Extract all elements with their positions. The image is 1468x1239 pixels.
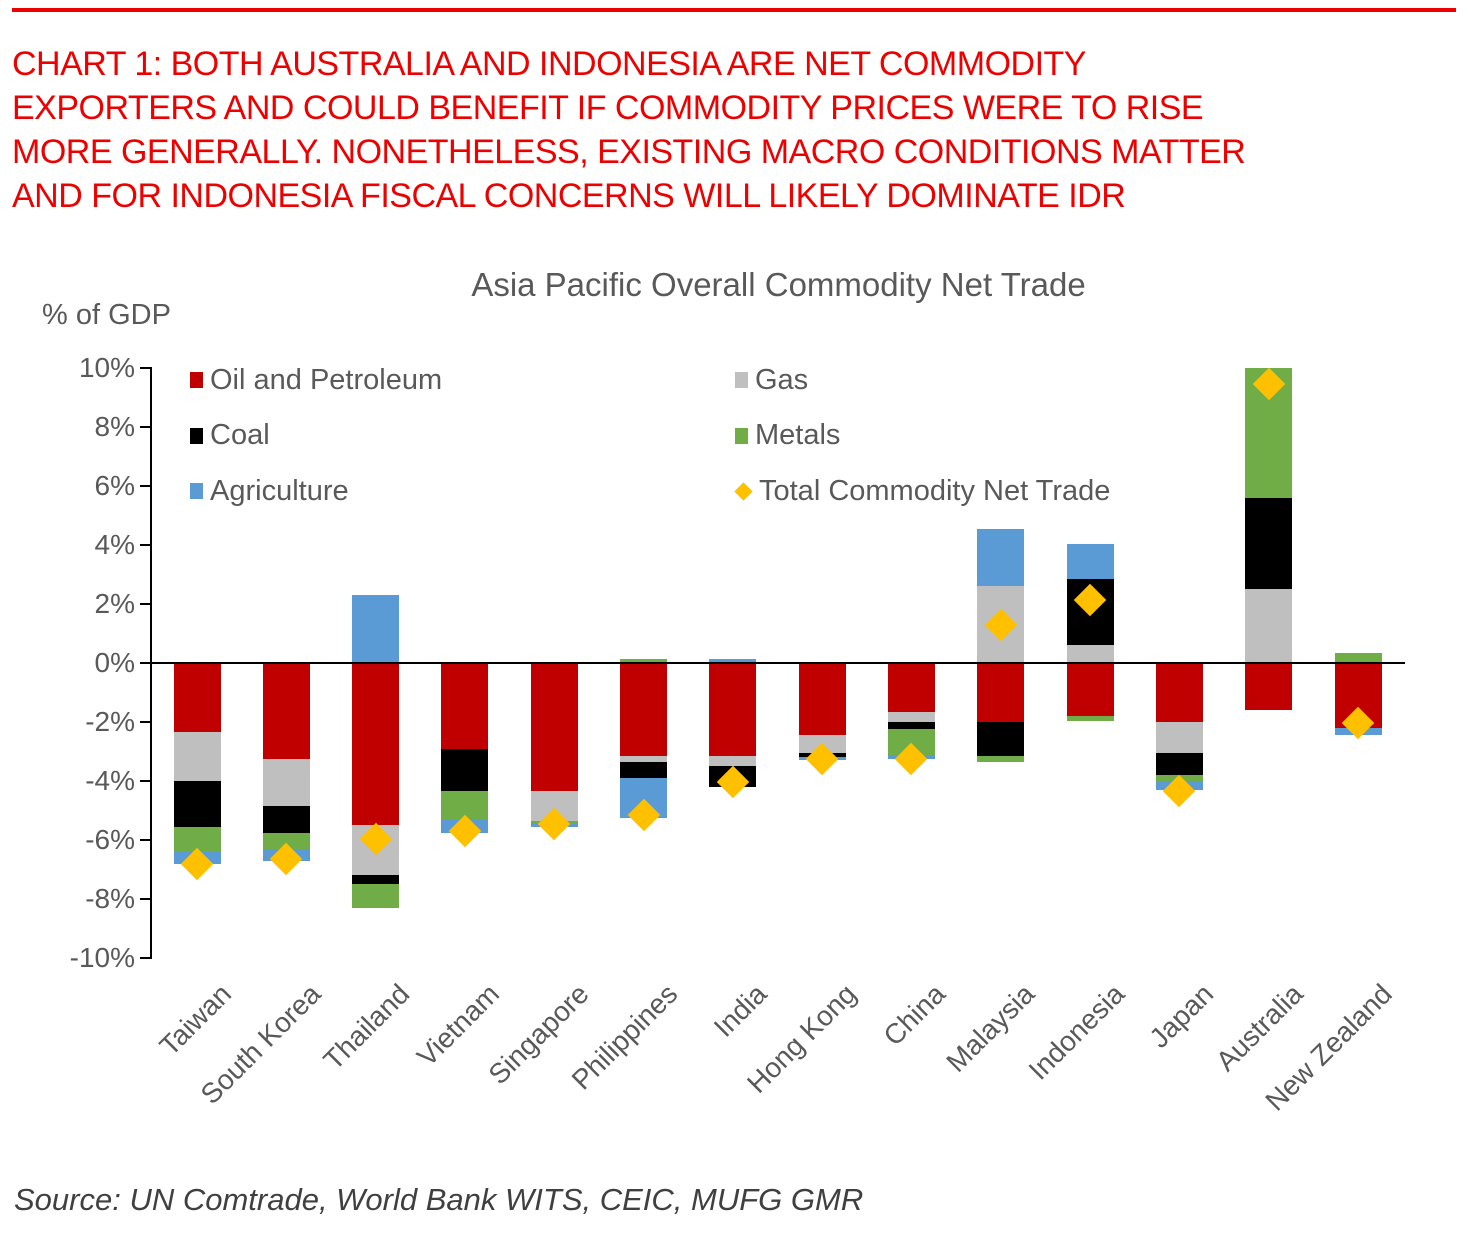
y-tick-mark (140, 898, 152, 900)
segment-china-coal (887, 722, 935, 730)
y-tick-label: -4% (85, 765, 135, 796)
legend-agriculture-swatch-icon (190, 483, 203, 499)
segment-new-zealand-metals (1334, 652, 1382, 663)
chart-headline: CHART 1: BOTH AUSTRALIA AND INDONESIA AR… (12, 42, 1246, 218)
segment-philippines-coal (620, 761, 668, 779)
legend-item-coal: Coal (190, 419, 270, 452)
headline-line: MORE GENERALLY. NONETHELESS, EXISTING MA… (12, 133, 1246, 171)
segment-malaysia-oil-and-petroleum (977, 663, 1025, 722)
legend-label: Agriculture (210, 474, 349, 507)
y-tick-mark (140, 603, 152, 605)
segment-philippines-metals (620, 658, 668, 663)
segment-china-gas (887, 711, 935, 722)
headline-line: AND FOR INDONESIA FISCAL CONCERNS WILL L… (12, 177, 1126, 215)
y-tick-label: 0% (94, 647, 135, 678)
legend-label: Total Commodity Net Trade (759, 474, 1111, 507)
y-tick-mark (140, 426, 152, 428)
segment-malaysia-coal (977, 722, 1025, 756)
segment-taiwan-coal (173, 781, 221, 827)
segment-south-korea-metals (262, 832, 310, 849)
legend-item-agriculture: Agriculture (190, 475, 349, 507)
legend-label: Metals (755, 419, 841, 451)
segment-malaysia-metals (977, 755, 1025, 762)
segment-china-oil-and-petroleum (887, 663, 935, 712)
segment-vietnam-metals (441, 791, 489, 820)
x-label-thailand: Thailand (317, 978, 416, 1076)
y-tick-label: 6% (94, 470, 135, 501)
segment-malaysia-agriculture (977, 528, 1025, 587)
legend-label: Coal (210, 419, 270, 451)
legend-item-oil-and-petroleum: Oil and Petroleum (190, 364, 442, 396)
legend-label: Oil and Petroleum (210, 363, 443, 396)
zero-gridline (152, 661, 1405, 665)
segment-vietnam-coal (441, 748, 489, 792)
y-tick-label: 8% (94, 411, 135, 442)
legend-gas-swatch-icon (735, 372, 748, 388)
x-label-china: China (877, 978, 952, 1052)
segment-australia-gas (1245, 589, 1293, 663)
x-label-taiwan: Taiwan (153, 978, 237, 1062)
y-tick-label: -6% (85, 824, 135, 855)
segment-taiwan-gas (173, 732, 221, 781)
legend-coal-swatch-icon (190, 427, 203, 444)
headline-line: EXPORTERS AND COULD BENEFIT IF COMMODITY… (12, 89, 1204, 127)
segment-south-korea-coal (262, 806, 310, 833)
y-tick-mark (140, 485, 152, 487)
segment-indonesia-gas (1066, 645, 1114, 663)
segment-singapore-oil-and-petroleum (530, 663, 578, 792)
y-tick-label: 10% (78, 352, 135, 383)
segment-philippines-gas (620, 755, 668, 762)
y-tick-mark (140, 839, 152, 841)
segment-thailand-coal (352, 875, 400, 885)
x-label-japan: Japan (1143, 978, 1220, 1054)
legend-label: Gas (755, 363, 809, 396)
segment-south-korea-oil-and-petroleum (262, 663, 310, 759)
segment-hong-kong-oil-and-petroleum (798, 663, 846, 736)
segment-indonesia-agriculture (1066, 543, 1114, 579)
segment-indonesia-metals (1066, 716, 1114, 721)
top-rule (12, 8, 1456, 12)
y-tick-label: -8% (85, 883, 135, 914)
y-axis-unit-label: % of GDP (42, 299, 171, 331)
legend-item-total-commodity-net-trade: Total Commodity Net Trade (734, 474, 1111, 507)
segment-japan-gas (1155, 722, 1203, 753)
y-tick-mark (140, 662, 152, 664)
y-tick-label: 2% (94, 588, 135, 619)
segment-india-oil-and-petroleum (709, 663, 757, 756)
segment-japan-coal (1155, 752, 1203, 776)
y-tick-mark (140, 780, 152, 782)
legend-oil-and-petroleum-swatch-icon (190, 372, 203, 388)
y-tick-label: 4% (94, 529, 135, 560)
plot-area (152, 368, 1405, 959)
segment-japan-oil-and-petroleum (1155, 663, 1203, 722)
y-tick-mark (140, 367, 152, 369)
y-tick-label: -10% (69, 942, 135, 973)
segment-vietnam-oil-and-petroleum (441, 663, 489, 749)
segment-thailand-oil-and-petroleum (352, 663, 400, 826)
segment-australia-coal (1245, 497, 1293, 590)
segment-india-gas (709, 755, 757, 767)
chart-title: Asia Pacific Overall Commodity Net Trade (471, 266, 1086, 303)
segment-thailand-agriculture (352, 595, 400, 663)
segment-thailand-metals (352, 884, 400, 908)
segment-philippines-oil-and-petroleum (620, 663, 668, 756)
y-tick-label: -2% (85, 706, 135, 737)
segment-australia-oil-and-petroleum (1245, 663, 1293, 711)
y-tick-mark (140, 544, 152, 546)
source-note: Source: UN Comtrade, World Bank WITS, CE… (14, 1182, 864, 1217)
x-label-india: India (707, 978, 773, 1043)
y-tick-mark (140, 721, 152, 723)
legend-item-metals: Metals (735, 419, 841, 452)
segment-south-korea-gas (262, 758, 310, 807)
x-label-indonesia: Indonesia (1022, 978, 1131, 1086)
segment-taiwan-oil-and-petroleum (173, 663, 221, 733)
y-tick-mark (140, 957, 152, 959)
legend-metals-swatch-icon (735, 427, 748, 444)
legend-item-gas: Gas (735, 364, 808, 396)
segment-india-agriculture (709, 658, 757, 663)
headline-line: CHART 1: BOTH AUSTRALIA AND INDONESIA AR… (12, 45, 1086, 83)
segment-indonesia-oil-and-petroleum (1066, 663, 1114, 717)
